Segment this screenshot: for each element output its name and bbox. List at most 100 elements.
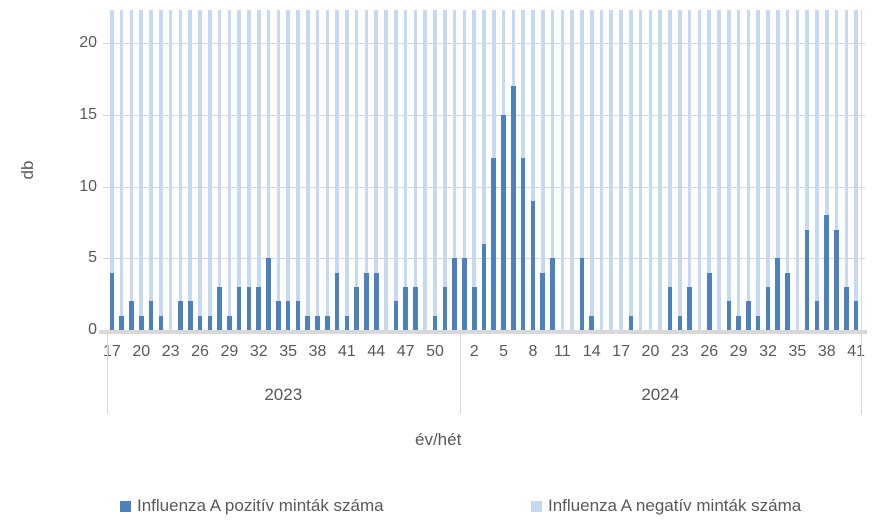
- bar-positive-2023-w46: [393, 301, 399, 330]
- bar-negative-2024-w10: [550, 10, 555, 330]
- legend-item-positive: Influenza A pozitív minták száma: [120, 496, 384, 516]
- bar-negative-2024-w25: [697, 10, 702, 330]
- bar-negative-2023-w38: [315, 10, 320, 330]
- x-tick-label-2023-w17: 17: [102, 343, 121, 360]
- bar-positive-2024-w8: [530, 200, 536, 330]
- x-tick-label-2024-w2: 2: [469, 343, 479, 360]
- x-tick-label-2024-w5: 5: [499, 343, 509, 360]
- bar-positive-2024-w4: [491, 157, 497, 330]
- y-tick-label-10: 10: [79, 177, 97, 195]
- bar-negative-2023-w17: [110, 10, 114, 330]
- bar-positive-2023-w21: [148, 301, 154, 330]
- y-tick-label-5: 5: [88, 249, 97, 267]
- bar-positive-2024-w40: [844, 286, 849, 330]
- bar-positive-2023-w24: [178, 301, 183, 330]
- x-axis-line: [99, 330, 867, 334]
- x-tick-label-2023-w41: 41: [338, 343, 356, 360]
- x-tick-label-2024-w35: 35: [788, 343, 807, 360]
- x-tick-label-2023-w32: 32: [249, 343, 268, 360]
- bar-positive-2024-w29: [736, 315, 741, 330]
- bar-positive-2023-w43: [364, 272, 369, 330]
- bar-negative-2023-w48: [413, 10, 418, 330]
- bar-positive-2024-w31: [755, 315, 761, 330]
- bar-negative-2024-w19: [638, 10, 643, 330]
- year-separator-after-2023: [460, 334, 461, 414]
- bar-negative-2024-w31: [756, 10, 760, 330]
- bar-positive-2023-w18: [119, 315, 124, 330]
- y-tick-label-15: 15: [79, 105, 97, 123]
- bar-positive-2024-w38: [824, 215, 830, 330]
- y-tick-label-20: 20: [79, 34, 97, 51]
- bar-positive-2024-w37: [814, 301, 820, 330]
- bar-negative-2024-w37: [815, 10, 819, 330]
- bar-positive-2024-w1: [462, 258, 467, 330]
- bar-negative-2023-w27: [208, 10, 212, 330]
- bar-positive-2024-w18: [628, 315, 634, 330]
- bar-positive-2024-w36: [804, 229, 810, 330]
- bar-negative-2024-w17: [619, 10, 623, 330]
- bar-positive-2023-w29: [227, 315, 232, 330]
- bar-negative-2024-w24: [687, 10, 692, 330]
- bar-positive-2024-w23: [677, 315, 683, 330]
- x-tick-label-2024-w26: 26: [700, 343, 719, 360]
- bar-positive-2023-w19: [129, 301, 134, 330]
- bar-negative-2024-w12: [570, 10, 574, 330]
- bar-negative-2023-w45: [384, 10, 388, 330]
- bar-positive-2024-w6: [511, 86, 516, 330]
- bar-positive-2024-w14: [589, 315, 594, 330]
- bar-positive-2024-w41: [853, 301, 859, 330]
- bar-positive-2023-w37: [305, 315, 311, 330]
- legend-label-negative: Influenza A negatív minták száma: [548, 496, 802, 515]
- x-tick-label-2024-w29: 29: [729, 343, 748, 360]
- bar-positive-2023-w33: [266, 258, 271, 330]
- bar-negative-2023-w33: [266, 10, 271, 330]
- bar-positive-2024-w3: [481, 243, 487, 330]
- bar-negative-2023-w41: [345, 10, 349, 330]
- x-tick-label-2023-w38: 38: [308, 343, 327, 360]
- bar-negative-2024-w36: [805, 10, 809, 330]
- bar-negative-2023-w43: [364, 10, 369, 330]
- bar-negative-2024-w26: [707, 10, 711, 330]
- bar-positive-2023-w52: [452, 258, 457, 330]
- bar-negative-2023-w21: [149, 10, 153, 330]
- bar-negative-2024-w27: [717, 10, 721, 330]
- bar-negative-2024-w20: [648, 10, 653, 330]
- bar-negative-2024-w22: [668, 10, 672, 330]
- bar-negative-2024-w39: [834, 10, 839, 330]
- bar-positive-2023-w28: [217, 286, 222, 330]
- x-tick-label-2023-w20: 20: [132, 343, 151, 360]
- bar-negative-2024-w2: [472, 10, 476, 330]
- bar-positive-2024-w5: [501, 114, 506, 330]
- bar-negative-2023-w29: [227, 10, 232, 330]
- bar-negative-2023-w18: [119, 10, 124, 330]
- year-label-2024: 2024: [641, 385, 680, 404]
- bar-negative-2024-w1: [462, 10, 467, 330]
- x-tick-label-2024-w20: 20: [641, 343, 660, 360]
- bar-positive-2023-w22: [158, 315, 164, 330]
- bar-negative-2023-w25: [188, 10, 193, 330]
- bar-negative-2024-w34: [785, 10, 790, 330]
- year-separator-after-2024: [861, 334, 862, 414]
- bar-positive-2024-w9: [540, 272, 546, 330]
- bar-positive-2024-w34: [785, 272, 790, 330]
- bar-negative-2024-w9: [540, 10, 545, 330]
- bar-negative-2023-w30: [237, 10, 241, 330]
- bar-negative-2024-w23: [678, 10, 682, 330]
- bar-negative-2024-w28: [727, 10, 731, 330]
- bar-negative-2024-w13: [580, 10, 584, 330]
- bar-positive-2023-w32: [256, 286, 262, 330]
- bar-positive-2023-w36: [295, 301, 301, 330]
- bar-negative-2024-w38: [824, 10, 829, 330]
- bar-negative-2023-w23: [168, 10, 173, 330]
- x-tick-label-2024-w32: 32: [759, 343, 777, 360]
- bar-positive-2023-w25: [187, 301, 193, 330]
- bar-positive-2023-w31: [246, 286, 252, 330]
- bar-positive-2023-w44: [373, 272, 379, 330]
- x-tick-label-2024-w8: 8: [528, 343, 538, 360]
- bar-negative-2024-w41: [854, 10, 858, 330]
- bar-positive-2024-w32: [765, 286, 771, 330]
- bar-positive-2024-w7: [520, 157, 526, 330]
- bar-negative-2024-w35: [795, 10, 800, 330]
- bar-positive-2023-w27: [207, 315, 213, 330]
